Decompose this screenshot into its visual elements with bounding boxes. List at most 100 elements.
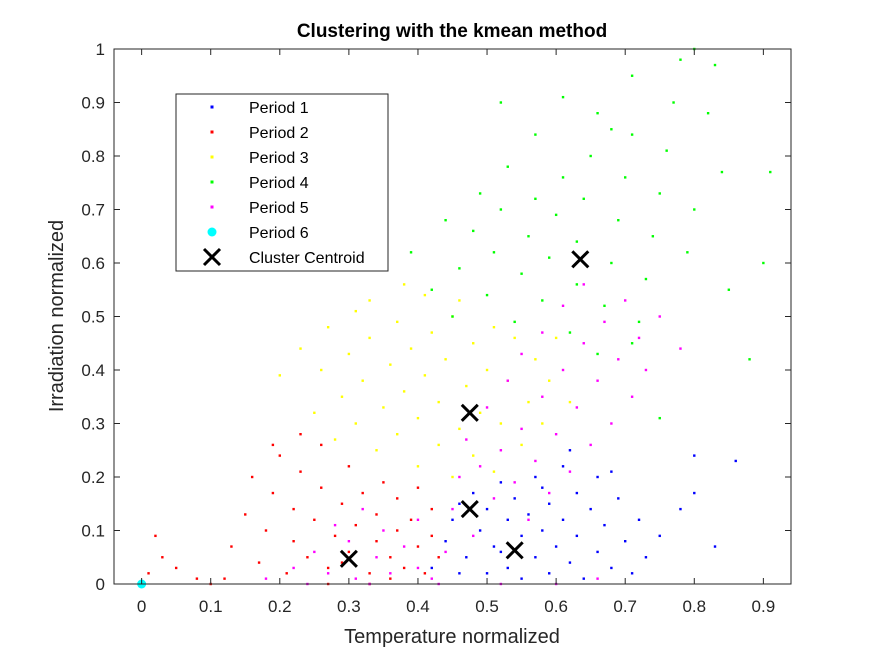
period-5-point xyxy=(534,459,537,463)
period-2-point xyxy=(340,561,344,564)
period-1-point xyxy=(582,577,585,580)
period-5-point xyxy=(264,577,268,580)
period-2-point xyxy=(264,529,268,532)
period-1-point xyxy=(520,577,523,580)
period-1-point xyxy=(693,454,696,457)
period-1-point xyxy=(596,550,599,554)
period-4-point xyxy=(658,416,661,420)
period-1-point xyxy=(630,572,634,575)
period-3-point xyxy=(541,422,544,425)
period-3-point xyxy=(278,374,281,377)
period-3-point xyxy=(423,374,427,377)
period-5-point xyxy=(292,566,295,570)
period-2-point xyxy=(271,443,275,447)
y-tick-label: 0.1 xyxy=(81,522,105,541)
period-1-point xyxy=(617,497,620,500)
period-1-point xyxy=(458,502,461,505)
period-4-point xyxy=(589,154,592,158)
period-5-point xyxy=(506,379,509,382)
period-2-point xyxy=(285,572,288,575)
period-1-point xyxy=(554,545,558,548)
period-5-point xyxy=(603,320,606,324)
period-2-point xyxy=(326,566,330,570)
period-1-point xyxy=(679,507,682,511)
period-4-point xyxy=(672,101,675,104)
period-1-point xyxy=(734,459,737,463)
period-2-point xyxy=(382,481,385,484)
period-1-point xyxy=(589,507,592,511)
legend-label: Period 5 xyxy=(249,200,309,217)
period-4-point xyxy=(478,192,482,195)
period-5-point xyxy=(582,283,585,286)
x-tick-label: 0.8 xyxy=(682,597,706,616)
period-4-point xyxy=(686,251,689,254)
x-tick-label: 0.4 xyxy=(406,597,430,616)
period-5-point xyxy=(513,481,516,484)
period-3-point xyxy=(548,379,551,382)
legend-item: Period 1 xyxy=(210,100,309,117)
period-5-point xyxy=(478,465,482,468)
legend-marker xyxy=(202,247,222,267)
period-3-point xyxy=(340,395,344,398)
period-5-point xyxy=(465,438,468,441)
period-2-point xyxy=(257,561,261,564)
period-4-point xyxy=(665,149,668,152)
period-1-point xyxy=(541,486,544,489)
period-1-point xyxy=(534,475,537,479)
period-5-point xyxy=(644,368,648,372)
period-3-point xyxy=(354,422,357,425)
period-5-point xyxy=(637,336,641,340)
period-5-point xyxy=(458,475,461,479)
y-tick-label: 0.6 xyxy=(81,254,105,273)
period-5-point xyxy=(548,491,551,495)
period-3-point xyxy=(326,326,330,329)
period-1-point xyxy=(465,556,468,559)
period-3-point xyxy=(437,400,440,404)
period-4-point xyxy=(603,304,606,307)
period-1-point xyxy=(637,518,641,521)
legend-label: Period 6 xyxy=(249,225,309,242)
period-5-point xyxy=(554,433,558,436)
y-tick-label: 0.5 xyxy=(81,308,105,327)
period-3-point xyxy=(437,443,440,447)
period-2-point xyxy=(271,491,275,495)
period-3-point xyxy=(485,368,489,372)
period-4-point xyxy=(430,288,433,291)
period-1-point xyxy=(658,534,661,538)
period-2-point xyxy=(230,545,233,548)
x-tick-label: 0 xyxy=(137,597,146,616)
period-3-point xyxy=(513,336,516,340)
period-3-point xyxy=(458,427,461,431)
period-2-point xyxy=(223,577,226,580)
period-5-point xyxy=(402,545,406,548)
period-4-point xyxy=(706,112,710,115)
period-2-point xyxy=(299,433,302,436)
period-3-point xyxy=(368,336,371,340)
period-5-point xyxy=(382,529,385,532)
period-4-point xyxy=(534,197,537,200)
period-5-point xyxy=(568,470,572,473)
period-1-point xyxy=(561,518,565,521)
period-2-point xyxy=(361,491,364,495)
period-5-point xyxy=(416,566,420,570)
period-3-point xyxy=(389,363,392,366)
chart-title: Clustering with the kmean method xyxy=(297,21,607,42)
period-1-point xyxy=(499,550,503,554)
period-1-point xyxy=(610,566,613,570)
period-5-point xyxy=(561,304,565,307)
x-tick-label: 0.3 xyxy=(337,597,361,616)
period-3-point xyxy=(375,449,378,452)
centroid-marker xyxy=(339,549,358,568)
period-5-point xyxy=(520,427,523,431)
centroid-layer xyxy=(339,250,590,568)
period-5-point xyxy=(451,507,454,511)
period-3-point xyxy=(402,390,406,393)
period-5-point xyxy=(333,523,337,527)
period-3-point xyxy=(554,336,558,340)
period-3-point xyxy=(458,299,461,302)
period-5-point xyxy=(492,497,496,500)
period-3-point xyxy=(444,358,447,361)
period-1-point xyxy=(485,572,489,575)
x-axis-label: Temperature normalized xyxy=(344,626,560,648)
centroid-marker xyxy=(460,403,479,422)
